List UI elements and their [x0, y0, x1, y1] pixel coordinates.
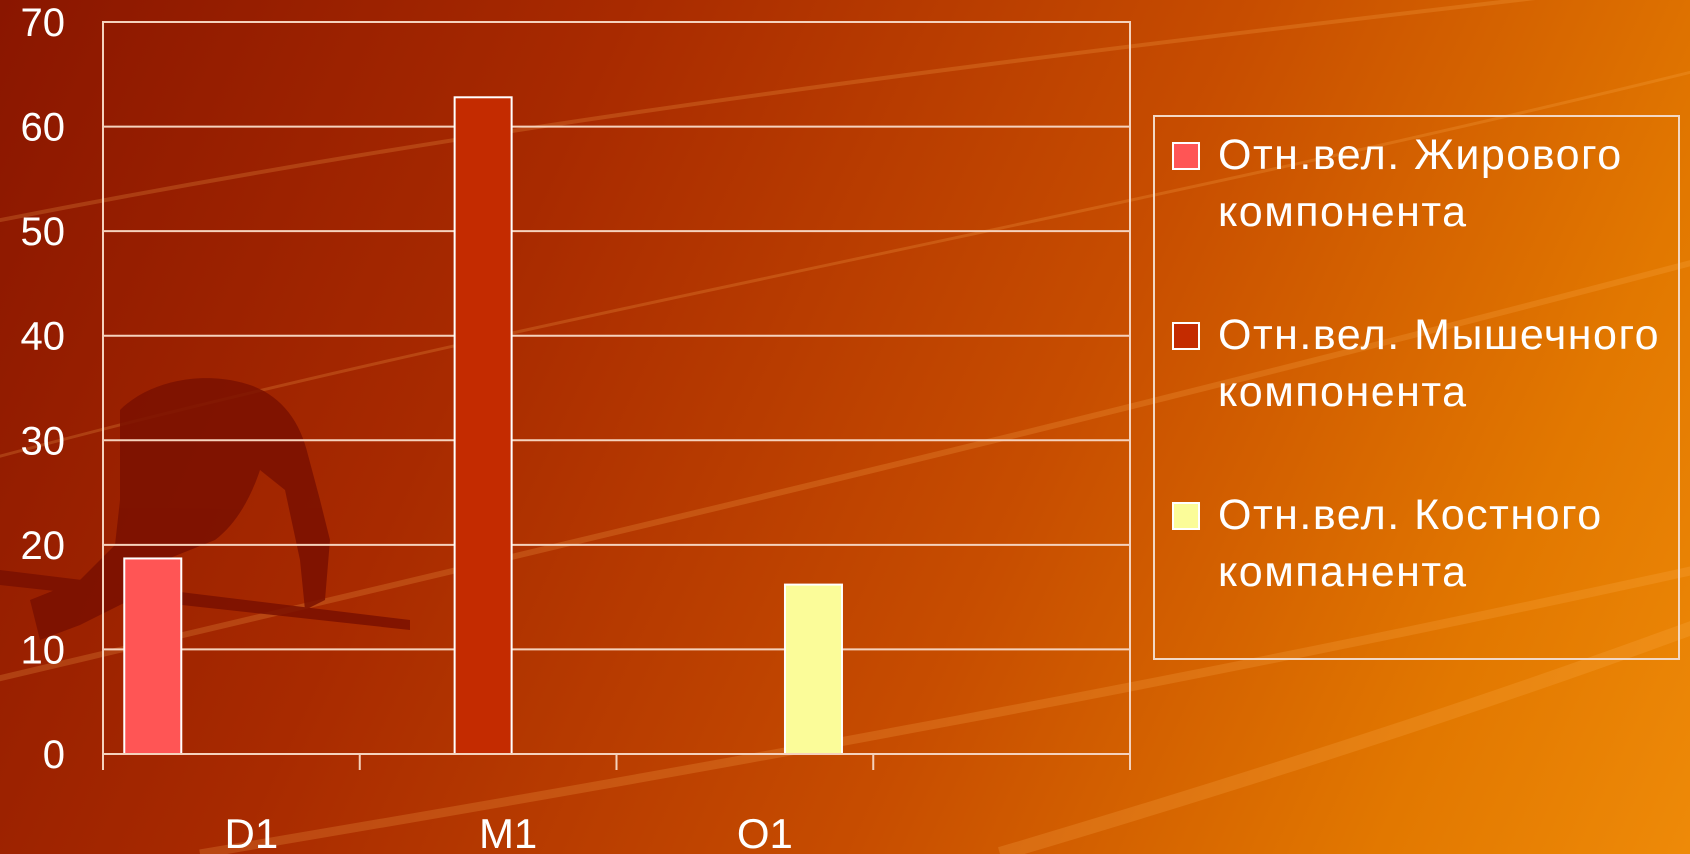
legend-swatch: [1172, 502, 1200, 530]
y-tick-label: 30: [21, 419, 66, 463]
x-category-label: M1: [479, 810, 537, 854]
x-axis-labels: D1 M1 O1: [225, 810, 793, 854]
bars: [123, 96, 843, 756]
y-axis-ticks: 0 10 20 30 40 50 60 70: [21, 1, 66, 777]
y-tick-label: 0: [43, 733, 65, 777]
y-tick-label: 10: [21, 628, 66, 672]
y-tick-label: 70: [21, 1, 66, 45]
plot-area-frame: [102, 21, 1131, 755]
legend-label: Отн.вел. Жирового компонента: [1218, 131, 1623, 236]
bar-d1: [123, 557, 183, 755]
y-tick-label: 50: [21, 210, 66, 254]
y-tick-label: 20: [21, 524, 66, 568]
chart-legend: Отн.вел. Жирового компонента Отн.вел. Мыш…: [1153, 115, 1680, 660]
x-category-label: D1: [225, 810, 279, 854]
y-tick-label: 60: [21, 106, 66, 150]
y-tick-label: 40: [21, 315, 66, 359]
legend-swatch: [1172, 322, 1200, 350]
bar-m1: [453, 96, 513, 755]
legend-label: Отн.вел. Мышечного компонента: [1218, 311, 1661, 416]
legend-label: Отн.вел. Костного компанента: [1218, 491, 1603, 596]
axes: [102, 753, 1131, 770]
gridlines: [103, 21, 1130, 651]
bar-o1: [783, 583, 843, 756]
x-category-label: O1: [737, 810, 793, 854]
legend-swatch: [1172, 142, 1200, 170]
